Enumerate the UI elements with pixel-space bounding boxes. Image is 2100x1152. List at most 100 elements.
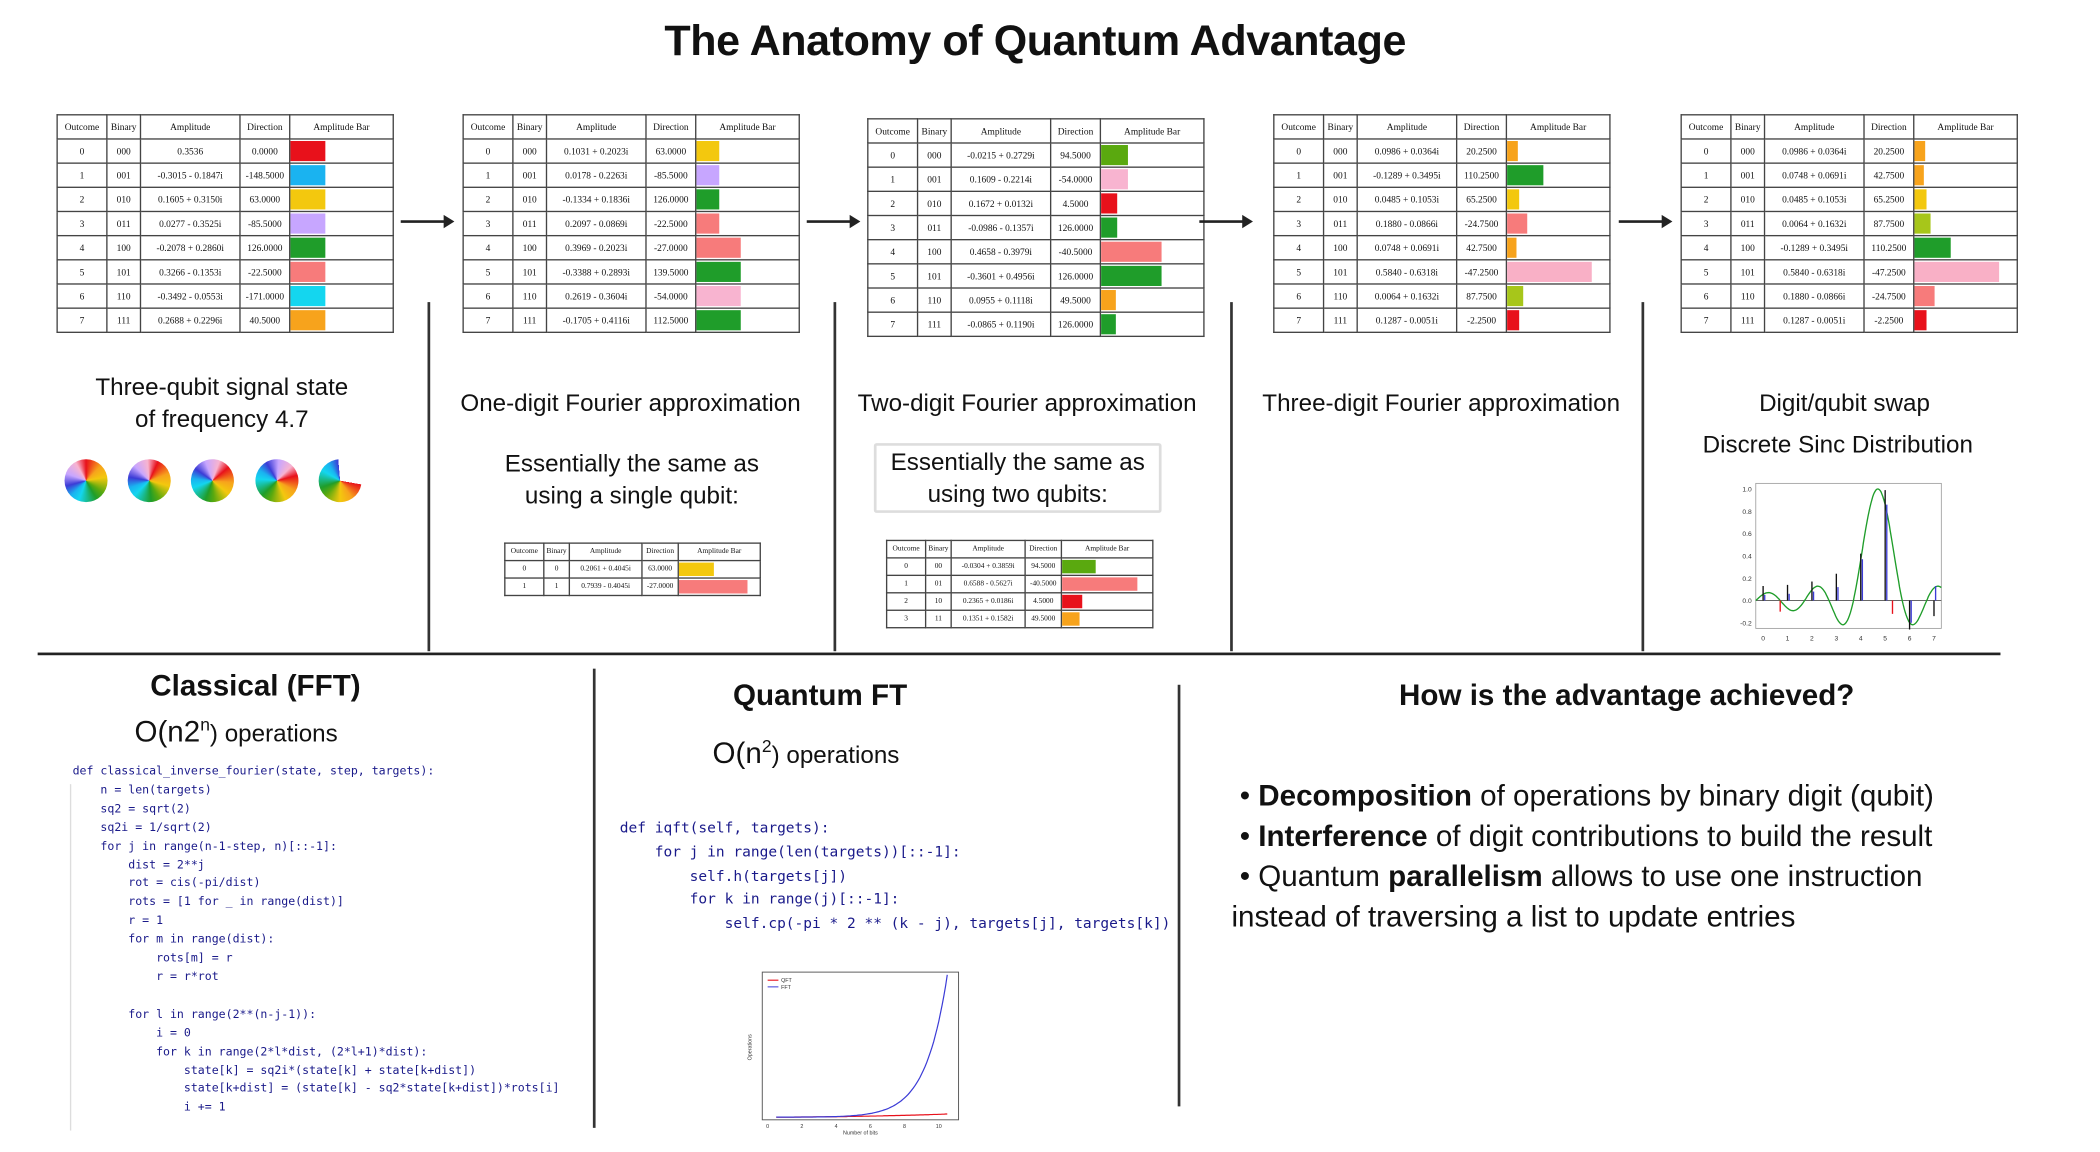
code-line: dist = 2**j [72, 858, 205, 873]
column-header: Direction [645, 114, 697, 140]
table-cell: 4.5000 [1024, 592, 1063, 611]
table-cell: -85.5000 [239, 210, 291, 237]
table-cell: 0.6588 - 0.5627i [950, 574, 1026, 594]
amplitude-bar [697, 310, 741, 331]
amplitude-bar [1915, 189, 1927, 210]
table-row: 4 100 0.4658 - 0.3979i -40.5000 [867, 239, 1205, 265]
table-cell: 000 [106, 138, 142, 164]
table-row: 1 001 -0.1289 + 0.3495i 110.2500 [1273, 162, 1611, 188]
amplitude-bar-cell [1060, 609, 1154, 629]
table-cell: -24.7500 [1863, 283, 1915, 309]
table-cell: 112.5000 [645, 307, 697, 333]
y-tick-label: 0.0 [1742, 598, 1752, 605]
table-cell: 111 [1730, 307, 1766, 333]
code-line: for j in range(len(targets))[::-1]: [619, 842, 961, 861]
column-header: Direction [1049, 118, 1102, 144]
table-row: 1 01 0.6588 - 0.5627i -40.5000 [885, 574, 1154, 594]
table-cell: -0.0215 + 0.2729i [950, 142, 1052, 168]
table-cell: 000 [1322, 138, 1358, 164]
table-cell: -40.5000 [1049, 239, 1102, 265]
table-row: 0 00 -0.0304 + 0.3859i 94.5000 [885, 557, 1154, 577]
table-row: 0 0 0.2061 + 0.4045i 63.0000 [504, 559, 761, 579]
code-line: for j in range(n-1-step, n)[::-1]: [72, 840, 337, 854]
table-cell: -0.0304 + 0.3859i [950, 557, 1026, 577]
amplitude-bar [291, 285, 326, 307]
y-axis-label: Operations [748, 1034, 754, 1061]
table-cell: -0.3601 + 0.4956i [950, 263, 1052, 289]
table-cell: 20.2500 [1455, 138, 1508, 164]
divider [1230, 302, 1233, 652]
column-header: Amplitude [1763, 114, 1865, 140]
amplitude-bar [697, 189, 720, 210]
classical-heading: Classical (FFT) [150, 668, 361, 703]
column-header: Amplitude Bar [1505, 114, 1611, 140]
table-row: 7 111 -0.1705 + 0.4116i 112.5000 [462, 307, 800, 333]
amplitude-bar [1915, 213, 1931, 234]
table-row: 3 011 -0.0986 - 0.1357i 126.0000 [867, 214, 1205, 241]
column-header: Amplitude [1356, 114, 1458, 140]
table-row: 5 101 0.3266 - 0.1353i -22.5000 [56, 259, 394, 285]
amplitude-bar-cell [1099, 239, 1205, 265]
note-line: using two qubits: [927, 480, 1108, 508]
table-cell: 65.2500 [1455, 186, 1508, 213]
amplitude-bar [291, 237, 326, 258]
quantum-code: def iqft(self, targets): for j in range(… [620, 816, 1171, 935]
amplitude-bar [1101, 241, 1162, 262]
code-line: r = r*rot [72, 970, 219, 985]
classical-code: def classical_inverse_fourier(state, ste… [73, 764, 560, 1119]
complexity-suffix: ) operations [771, 741, 900, 769]
table-cell: 4 [56, 234, 108, 261]
table-cell: 126.0000 [1049, 311, 1102, 338]
legend-label: FFT [781, 985, 792, 991]
amplitude-bar [1101, 314, 1116, 335]
table-cell: 011 [106, 210, 142, 237]
table-cell: 110.2500 [1863, 234, 1915, 261]
table-cell: 1 [462, 162, 514, 188]
table-cell: 3 [1273, 210, 1325, 237]
table-cell: 1 [1273, 162, 1325, 188]
amplitude-bar-cell [289, 234, 394, 261]
column-header: Amplitude Bar [1060, 539, 1154, 559]
amplitude-bar [1062, 612, 1080, 626]
column-header: Amplitude Bar [677, 542, 761, 562]
table-cell: 7 [462, 307, 514, 333]
amplitude-bar-cell [695, 186, 800, 213]
amplitude-bar-cell [695, 307, 800, 333]
amplitude-bar [291, 213, 326, 234]
table-cell: 7 [1273, 307, 1325, 333]
amplitude-bar-cell [289, 259, 394, 285]
table-cell: 0 [867, 142, 919, 168]
table-cell: 0 [1680, 138, 1732, 164]
table-row: 3 011 0.2097 - 0.0869i -22.5000 [462, 210, 800, 237]
table-cell: 00 [924, 557, 952, 577]
table-header-row: Outcome Binary Amplitude Direction Amplitude… [1680, 114, 2018, 140]
table-cell: 010 [916, 190, 952, 217]
table-cell: 100 [106, 234, 142, 261]
amplitude-bar [1507, 285, 1524, 307]
amplitude-bar-cell [1505, 162, 1611, 188]
table-cell: 0.1880 - 0.0866i [1763, 283, 1865, 309]
amplitude-bar-cell [1913, 138, 2018, 164]
table-cell: 111 [916, 311, 952, 338]
table-cell: 001 [106, 162, 142, 188]
table-header-row: Outcome Binary Amplitude Direction Amplitude… [885, 539, 1154, 559]
code-line: r = 1 [72, 914, 164, 929]
bullet-item: • Quantum parallelism allows to use one … [1231, 859, 1923, 893]
table-cell: 1 [543, 577, 571, 597]
table-cell: 63.0000 [645, 138, 697, 164]
page-title: The Anatomy of Quantum Advantage [664, 16, 1406, 65]
table-cell: 001 [512, 162, 548, 188]
x-tick-label: 4 [835, 1124, 838, 1130]
table-cell: 63.0000 [641, 559, 679, 579]
amplitude-bar [1915, 165, 1924, 186]
amplitude-bar [291, 310, 326, 331]
amplitude-bar [1101, 145, 1128, 166]
table-cell: 0.0748 + 0.0691i [1763, 162, 1865, 188]
amplitude-bar-cell [1505, 259, 1611, 285]
table-cell: 1 [504, 577, 545, 597]
classical-complexity: O(n2n) operations [134, 714, 403, 749]
amplitude-bar-cell [1505, 234, 1611, 261]
table-header-row: Outcome Binary Amplitude Direction Amplitude… [1273, 114, 1611, 140]
table-cell: 011 [512, 210, 548, 237]
code-line: for m in range(dist): [72, 933, 275, 947]
